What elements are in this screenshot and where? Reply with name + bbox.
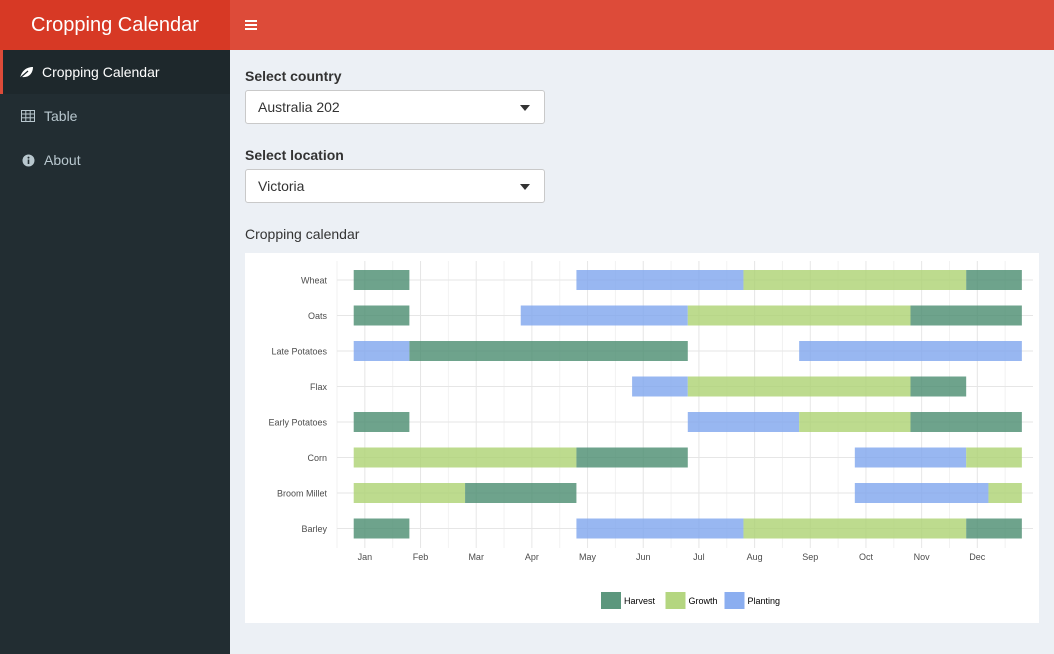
bar-harvest [353,412,410,432]
chevron-down-icon [520,105,530,111]
info-circle-icon [20,153,36,167]
country-select[interactable]: Australia 202 [245,90,545,124]
bar-planting [576,270,744,290]
bar-growth [966,447,1022,468]
sidebar-item-about[interactable]: About [0,138,230,182]
bar-growth [687,305,911,326]
y-tick-label: Oats [308,311,328,321]
y-tick-label: Flax [310,382,328,392]
bar-planting [854,447,967,468]
location-label: Select location [245,147,344,163]
bar-planting [632,376,688,397]
x-tick-label: Aug [747,552,763,562]
sidebar-toggle-button[interactable] [230,0,272,50]
bar-harvest [353,270,410,290]
chart-section-title: Cropping calendar [245,226,360,242]
bar-growth [743,518,967,539]
x-tick-label: Sep [802,552,818,562]
bar-growth [988,483,1022,503]
x-tick-label: Jul [693,552,705,562]
x-tick-label: Feb [413,552,429,562]
legend-label: Planting [748,596,781,606]
y-tick-label: Early Potatoes [268,418,327,428]
top-navbar: Cropping Calendar [0,0,1054,50]
y-tick-label: Late Potatoes [271,347,327,357]
chevron-down-icon [520,184,530,190]
app-title: Cropping Calendar [0,0,230,50]
bar-harvest [576,447,688,468]
sidebar-item-label: About [44,152,81,168]
sidebar-item-cropping-calendar[interactable]: Cropping Calendar [0,50,230,94]
x-tick-label: Mar [468,552,484,562]
bar-harvest [966,270,1022,290]
x-tick-label: Apr [525,552,539,562]
sidebar: Cropping Calendar Table About [0,50,230,654]
bar-harvest [910,376,967,397]
x-tick-label: Nov [914,552,931,562]
sidebar-item-label: Cropping Calendar [42,64,160,80]
bar-planting [854,483,989,503]
bar-growth [743,270,967,290]
legend-label: Growth [689,596,718,606]
bar-harvest [910,412,1022,432]
y-tick-label: Corn [307,453,327,463]
y-tick-label: Wheat [301,276,328,286]
bar-planting [353,341,410,361]
x-tick-label: Jun [636,552,651,562]
table-icon [20,109,36,123]
legend-swatch-harvest [601,592,621,609]
legend-swatch-growth [665,592,686,609]
bar-harvest [465,483,577,503]
y-tick-label: Broom Millet [277,489,328,499]
bar-harvest [910,305,1022,326]
x-tick-label: Jan [358,552,373,562]
bar-harvest [353,518,410,539]
bar-growth [687,376,911,397]
x-tick-label: May [579,552,597,562]
chart-svg: Wheat Oats Late Potatoes Flax Early Potatoes… [268,261,1033,609]
legend-swatch-planting [724,592,745,609]
sidebar-item-label: Table [44,108,78,124]
sidebar-item-table[interactable]: Table [0,94,230,138]
bar-growth [353,447,577,468]
cropping-calendar-chart: Wheat Oats Late Potatoes Flax Early Potatoes… [245,253,1039,623]
country-select-value: Australia 202 [258,99,340,115]
x-tick-label: Dec [969,552,986,562]
x-tick-label: Oct [859,552,874,562]
bar-growth [353,483,466,503]
location-select[interactable]: Victoria [245,169,545,203]
legend-label: Harvest [624,596,656,606]
bar-planting [687,412,800,432]
bar-harvest [353,305,410,326]
leaf-icon [18,65,34,79]
bar-planting [576,518,744,539]
location-select-value: Victoria [258,178,305,194]
bar-harvest [409,341,688,361]
bar-planting [520,305,688,326]
bar-planting [799,341,1022,361]
hamburger-icon [245,20,257,30]
bar-growth [799,412,911,432]
country-label: Select country [245,68,342,84]
bar-harvest [966,518,1022,539]
y-tick-label: Barley [301,524,327,534]
